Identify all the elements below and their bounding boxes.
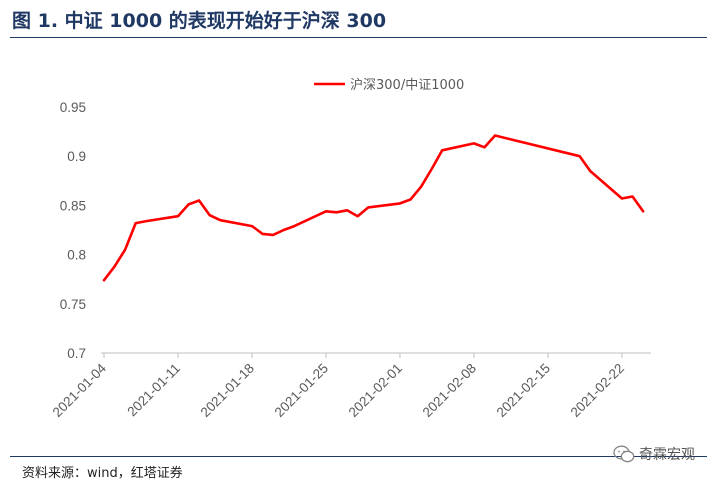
legend: 沪深300/中证1000 xyxy=(314,77,464,93)
source-note: 资料来源：wind，红塔证券 xyxy=(22,466,183,481)
x-tick-label: 2021-01-04 xyxy=(50,360,110,420)
x-tick-label: 2021-02-15 xyxy=(494,361,553,420)
title-divider xyxy=(10,37,707,38)
figure-title: 图 1. 中证 1000 的表现开始好于沪深 300 xyxy=(12,10,387,32)
legend-label: 沪深300/中证1000 xyxy=(350,77,464,93)
x-tick-label: 2021-01-18 xyxy=(198,361,257,420)
y-tick-label: 0.95 xyxy=(60,100,86,115)
x-tick-label: 2021-01-11 xyxy=(124,361,183,420)
y-axis: 0.7 0.75 0.8 0.85 0.9 0.95 xyxy=(60,100,86,361)
y-tick-label: 0.75 xyxy=(60,297,86,312)
series-line xyxy=(102,134,645,282)
series-layer xyxy=(102,134,645,282)
x-tick-label: 2021-02-08 xyxy=(420,361,479,420)
footer-divider xyxy=(10,456,707,457)
brand-watermark: 奇霖宏观 xyxy=(613,444,695,464)
x-tick-label: 2021-02-22 xyxy=(568,361,627,420)
x-tick-label: 2021-02-01 xyxy=(346,361,405,420)
line-chart: 0.70.750.80.850.90.95 2021-01-04 2021-01-… xyxy=(50,77,651,420)
y-tick-label: 0.9 xyxy=(67,149,86,164)
y-tick-label: 0.8 xyxy=(67,248,86,263)
y-tick-label: 0.85 xyxy=(60,198,86,213)
x-axis: 2021-01-04 2021-01-11 2021-01-18 2021-01-25… xyxy=(50,352,651,420)
x-tick-label: 2021-01-25 xyxy=(272,361,331,420)
y-tick-label: 0.7 xyxy=(67,346,86,361)
wechat-icon xyxy=(613,445,635,463)
brand-name: 奇霖宏观 xyxy=(639,447,695,463)
